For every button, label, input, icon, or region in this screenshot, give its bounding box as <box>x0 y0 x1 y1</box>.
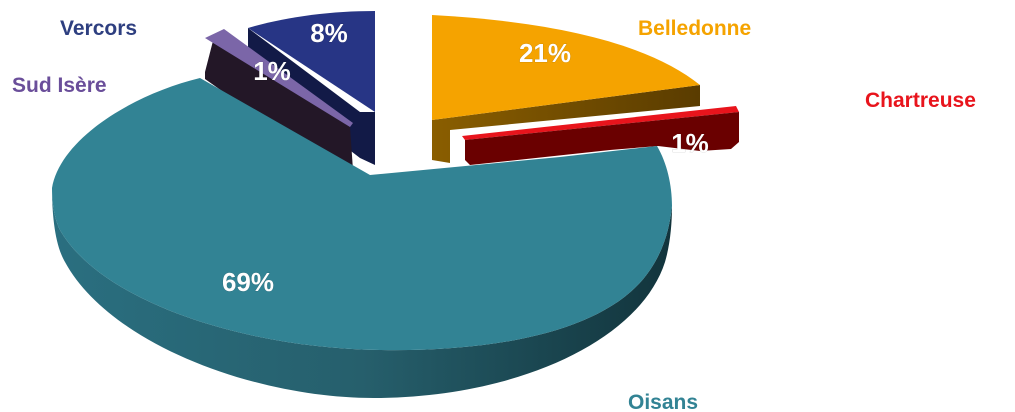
cat-label-vercors: Vercors <box>60 17 137 40</box>
pct-label-vercors: 8% <box>310 18 348 48</box>
cat-label-chartreuse: Chartreuse <box>865 89 976 112</box>
slice-oisans <box>52 78 672 399</box>
slice-belledonne <box>432 15 700 163</box>
slice-oisans-top <box>52 78 672 351</box>
slice-vercors-top <box>248 11 375 112</box>
slice-oisans-side <box>52 188 672 399</box>
slice-sud-isere-top <box>205 29 353 127</box>
slice-sud-isere <box>205 29 353 170</box>
slice-chartreuse <box>462 106 739 165</box>
slice-belledonne-side <box>432 85 700 163</box>
pct-label-chartreuse: 1% <box>671 128 709 158</box>
slice-chartreuse-top <box>462 106 739 140</box>
slice-sud-isere-side <box>205 37 353 170</box>
slice-chartreuse-side <box>465 112 739 165</box>
pct-label-oisans: 69% <box>222 267 274 297</box>
slice-belledonne-top <box>432 15 700 120</box>
pct-label-sud-isere: 1% <box>253 56 291 86</box>
cat-label-oisans: Oisans <box>628 391 698 412</box>
cat-label-sud-isere: Sud Isère <box>12 74 107 97</box>
pct-label-belledonne: 21% <box>519 38 571 68</box>
cat-label-belledonne: Belledonne <box>638 17 751 40</box>
